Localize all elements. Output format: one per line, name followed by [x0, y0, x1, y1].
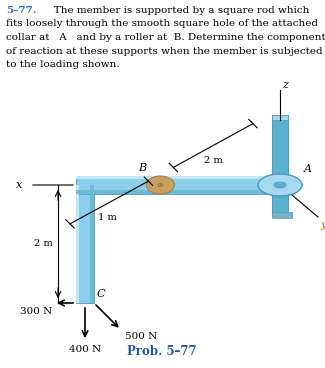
Text: z: z — [282, 80, 288, 90]
Text: 2 m: 2 m — [204, 156, 223, 164]
Text: 2 m: 2 m — [34, 240, 53, 248]
Text: Prob. 5–77: Prob. 5–77 — [127, 345, 197, 358]
Bar — [272, 115, 288, 120]
Text: 500 N: 500 N — [125, 332, 157, 341]
Text: y: y — [320, 220, 325, 230]
Text: x: x — [16, 180, 22, 190]
Bar — [76, 185, 94, 303]
Bar — [272, 212, 292, 218]
Ellipse shape — [258, 174, 302, 196]
Bar — [272, 115, 288, 176]
Ellipse shape — [274, 182, 286, 188]
Text: B: B — [138, 163, 146, 173]
Bar — [272, 194, 288, 216]
Bar — [76, 176, 275, 179]
Ellipse shape — [146, 176, 174, 194]
Text: to the loading shown.: to the loading shown. — [6, 60, 120, 69]
Text: collar at   A   and by a roller at  B. Determine the components: collar at A and by a roller at B. Determ… — [6, 33, 325, 42]
Bar — [76, 176, 275, 194]
Bar — [76, 190, 275, 194]
Bar — [76, 185, 79, 303]
Bar — [90, 185, 94, 303]
Text: 400 N: 400 N — [69, 345, 101, 354]
Text: C: C — [97, 289, 106, 299]
Text: 5–77.: 5–77. — [6, 6, 36, 15]
Ellipse shape — [158, 183, 163, 187]
Text: The member is supported by a square rod which: The member is supported by a square rod … — [44, 6, 309, 15]
Text: A: A — [304, 164, 312, 174]
Text: 1 m: 1 m — [98, 212, 117, 222]
Text: of reaction at these supports when the member is subjected: of reaction at these supports when the m… — [6, 46, 323, 56]
Text: fits loosely through the smooth square hole of the attached: fits loosely through the smooth square h… — [6, 20, 318, 28]
Text: 300 N: 300 N — [20, 307, 52, 316]
